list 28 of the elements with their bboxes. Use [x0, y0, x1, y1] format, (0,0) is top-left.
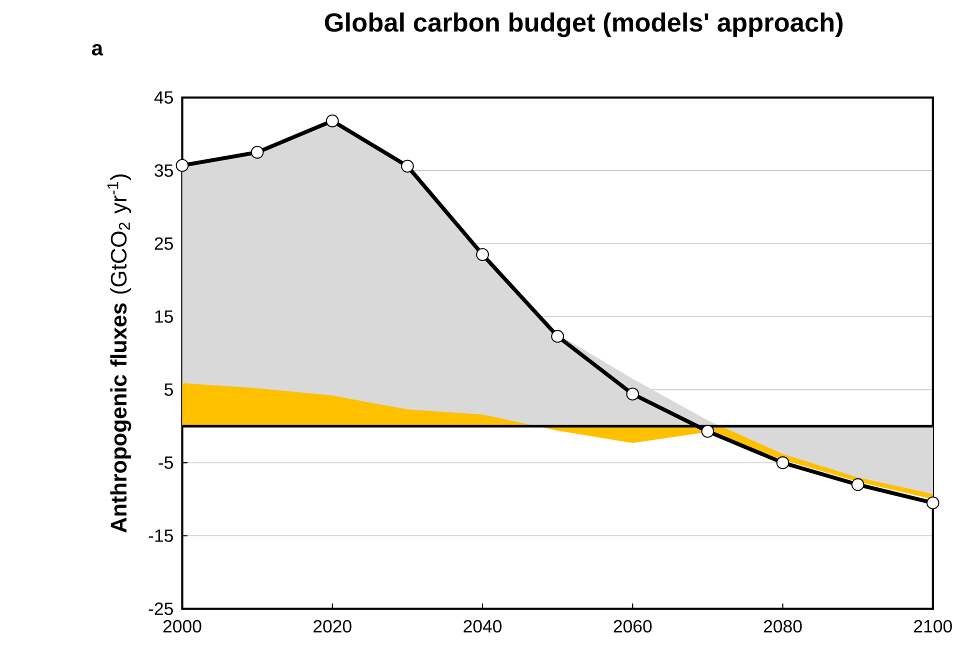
y-tick-label: 25 — [154, 237, 173, 250]
point — [926, 496, 940, 510]
point — [326, 114, 339, 128]
x-tick-label: 2040 — [464, 620, 502, 632]
point — [176, 158, 189, 172]
y-tick-label: 45 — [154, 91, 173, 104]
point — [851, 478, 864, 491]
point — [776, 456, 790, 470]
y-tick-label: -5 — [158, 456, 173, 469]
y-tick-label: -25 — [148, 602, 173, 615]
x-tick-label: 2100 — [914, 620, 952, 632]
point — [701, 424, 714, 438]
x-tick-label: 2000 — [163, 620, 202, 632]
point — [626, 388, 640, 400]
y-tick-label: 35 — [154, 164, 173, 177]
x-tick-label: 2020 — [314, 620, 352, 632]
point — [401, 160, 414, 173]
y-tick-label: 5 — [164, 383, 173, 396]
y-tick-label: -15 — [148, 529, 173, 542]
y-axis-title: Anthropogenic fluxes (GtCO$_{2}$ yr$^{-1}$) — [107, 174, 132, 533]
point — [551, 330, 564, 343]
point — [476, 248, 489, 261]
chart-title: Global carbon budget (models' approach) — [324, 12, 843, 38]
x-tick-label: 2060 — [614, 620, 652, 632]
x-tick-label: 2080 — [764, 620, 802, 632]
text: a — [92, 44, 104, 56]
point — [250, 146, 264, 159]
y-tick-label: 15 — [155, 310, 173, 323]
